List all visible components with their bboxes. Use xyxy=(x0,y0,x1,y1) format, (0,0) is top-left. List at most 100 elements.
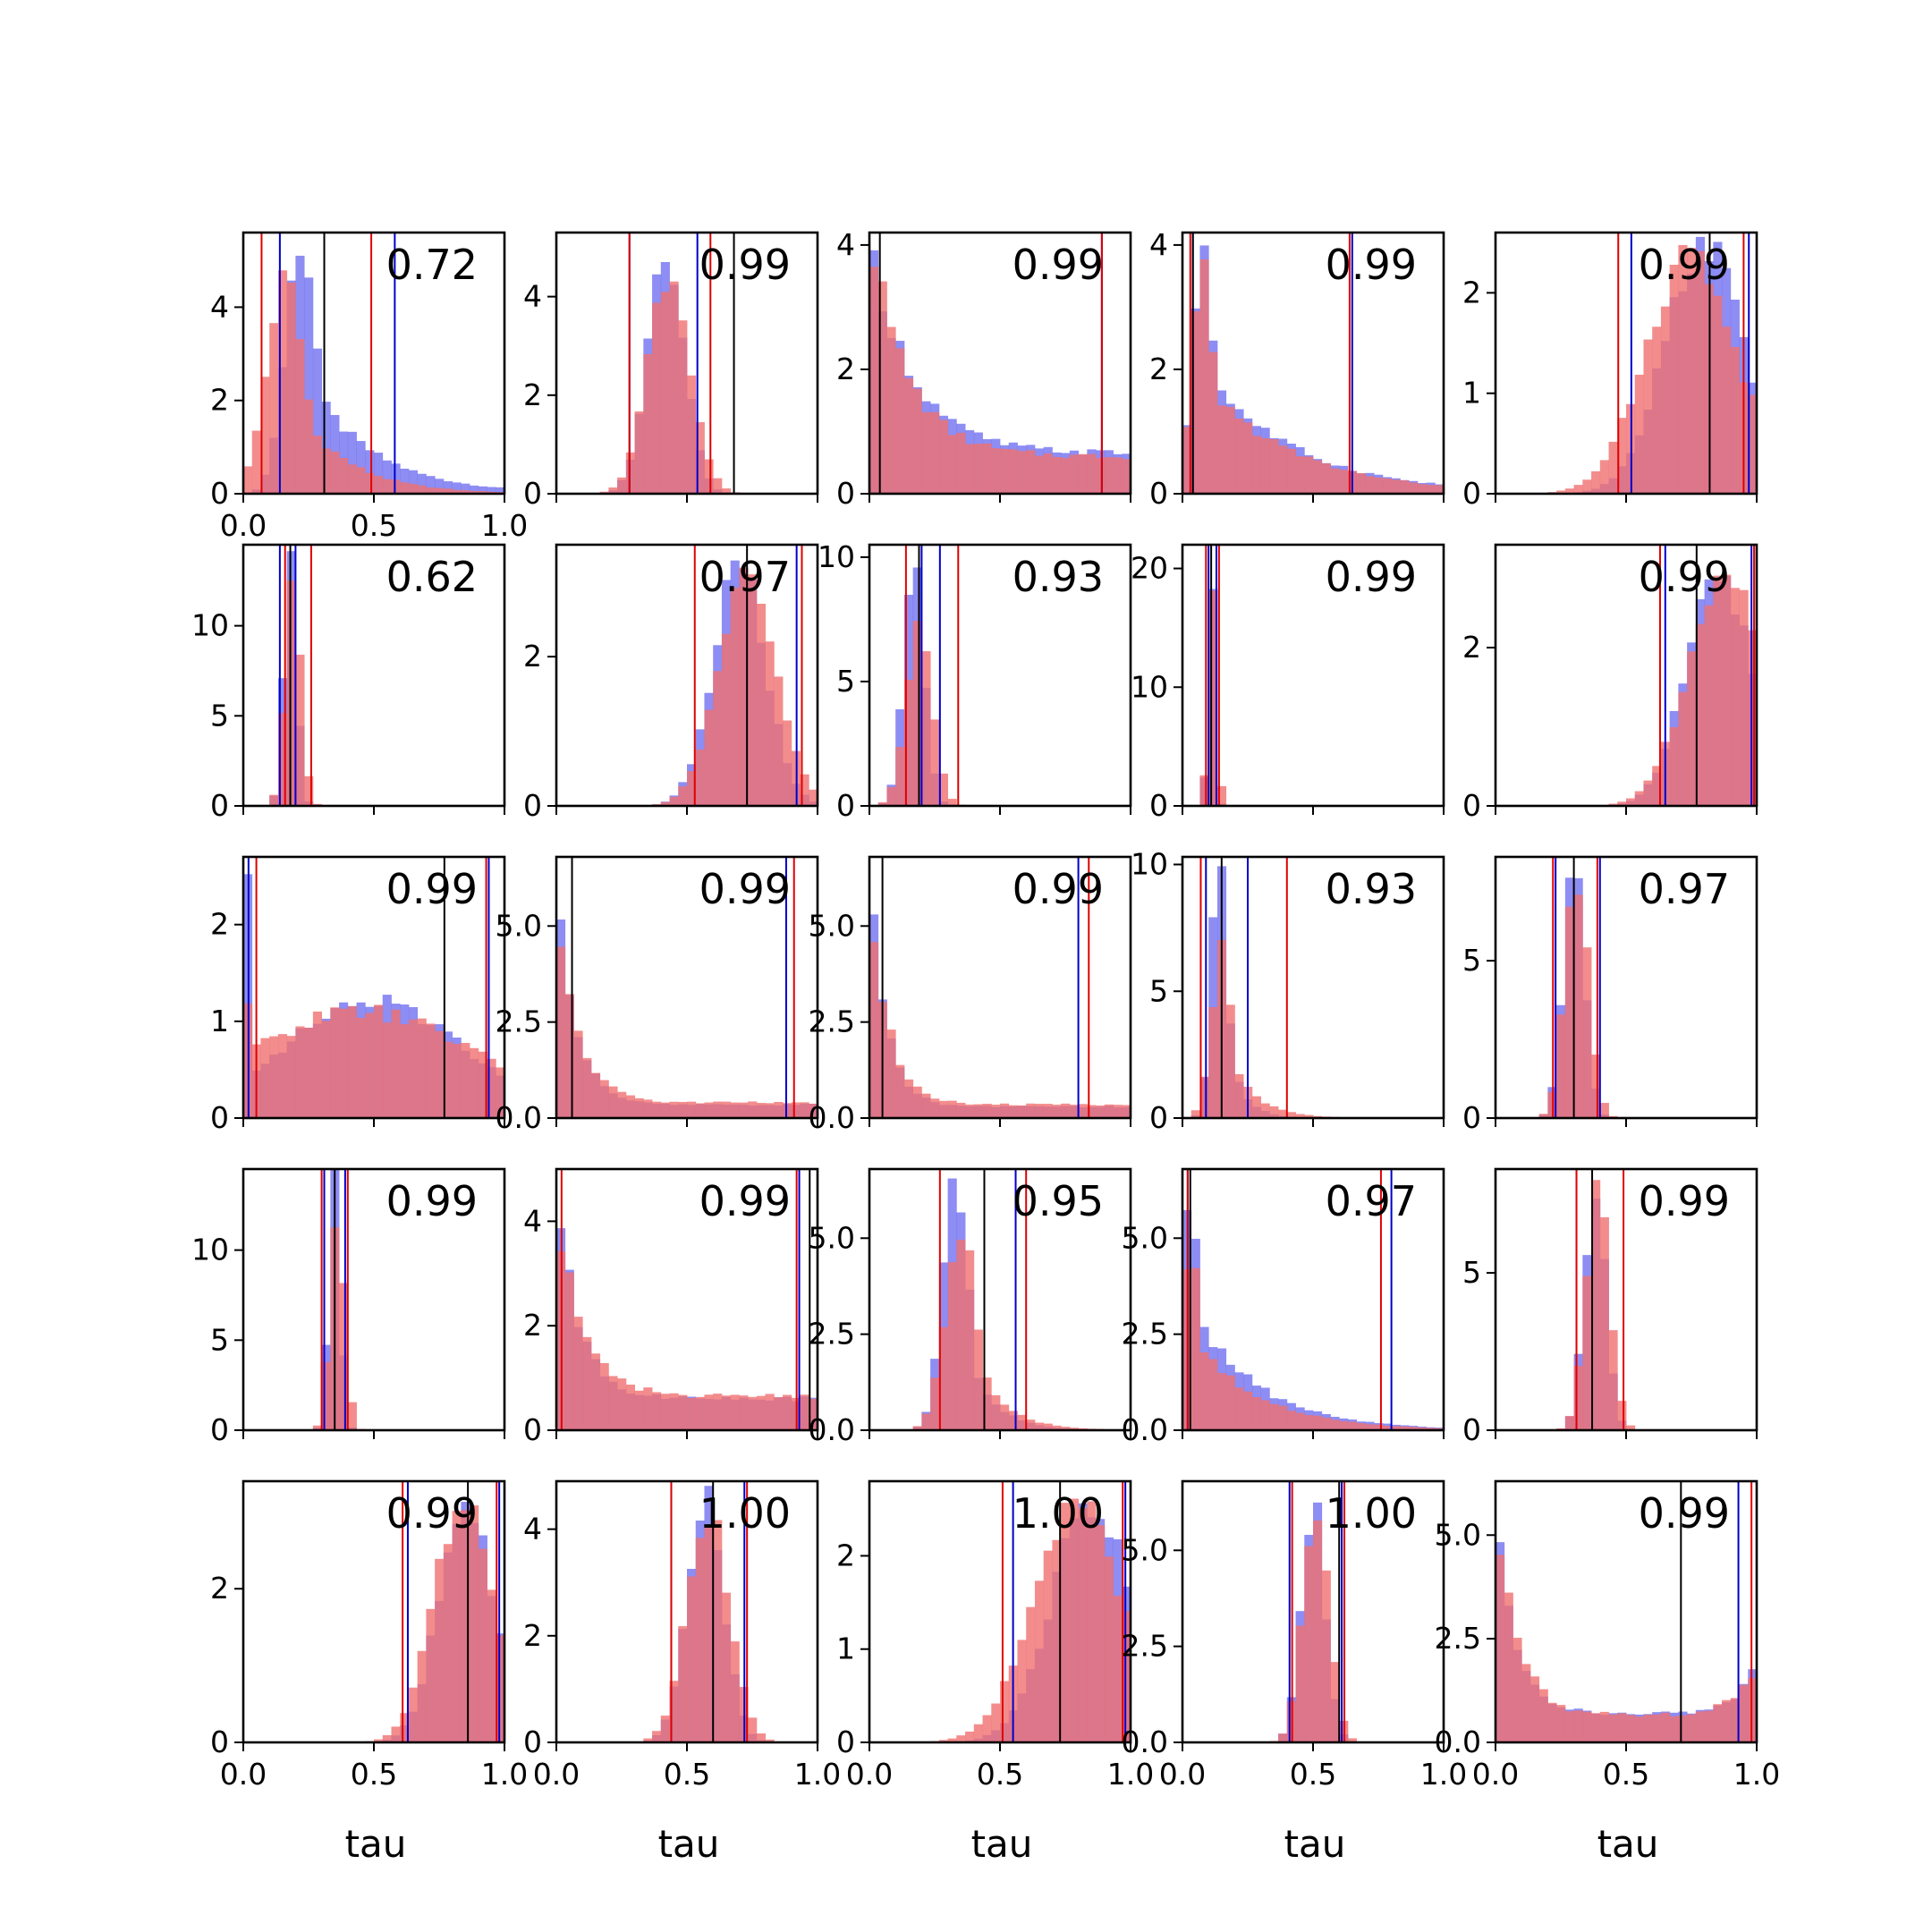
red-bar xyxy=(1400,1426,1410,1430)
red-bar xyxy=(1043,1423,1053,1430)
red-bar xyxy=(1078,1508,1088,1742)
red-bar xyxy=(1722,574,1732,806)
red-bar xyxy=(965,444,975,494)
red-bar xyxy=(1687,248,1697,494)
blue-bar xyxy=(443,481,453,494)
blue-bar xyxy=(452,482,462,494)
x-tick-label: 1.0 xyxy=(1107,1757,1154,1792)
red-bar xyxy=(721,488,732,494)
panel-r1-c4: 020.99 xyxy=(1462,543,1758,823)
x-axis-label: tau xyxy=(1597,1822,1659,1866)
red-bar xyxy=(1722,1699,1732,1742)
y-tick-label: 4 xyxy=(836,227,855,262)
red-bar xyxy=(1078,1104,1088,1118)
y-tick-label: 1 xyxy=(836,1631,855,1666)
red-bar xyxy=(312,1425,322,1430)
red-bar xyxy=(1564,1711,1574,1742)
panel-annotation: 0.99 xyxy=(1639,553,1730,601)
red-bar xyxy=(1739,1684,1749,1742)
red-bar xyxy=(1730,588,1740,806)
red-bar xyxy=(1260,1400,1270,1430)
plot-area xyxy=(243,233,504,494)
red-bar xyxy=(1391,479,1401,494)
red-bar xyxy=(564,1272,574,1430)
red-bar xyxy=(1034,455,1045,494)
red-bar xyxy=(1687,651,1697,806)
red-bar xyxy=(1617,418,1627,494)
red-bar xyxy=(1538,1114,1548,1118)
blue-bar xyxy=(321,402,331,494)
red-bar xyxy=(339,458,349,494)
red-bar xyxy=(713,671,723,806)
red-bar xyxy=(286,282,296,494)
red-bar xyxy=(938,419,948,494)
red-bar xyxy=(1104,1104,1114,1118)
panel-annotation: 0.97 xyxy=(1639,865,1730,913)
red-bar xyxy=(973,444,983,494)
panel-r0-c2: 0 2 4 0.99 xyxy=(836,227,1132,511)
red-bar xyxy=(973,1104,983,1118)
y-tick-label: 4 xyxy=(523,1203,542,1238)
x-tick-label: 0.5 xyxy=(1290,1757,1336,1792)
red-bar xyxy=(1504,1592,1513,1742)
red-bar xyxy=(487,1058,496,1118)
x-axis-label: tau xyxy=(658,1822,720,1866)
red-bar xyxy=(634,1097,644,1118)
y-tick-label: 2 xyxy=(836,352,855,386)
red-bar xyxy=(408,1019,419,1118)
red-bar xyxy=(1556,1014,1566,1118)
red-bar xyxy=(652,1392,662,1430)
plot-area xyxy=(930,1481,1131,1742)
red-bar xyxy=(400,1713,410,1742)
red-bar xyxy=(1087,1501,1097,1742)
red-bar xyxy=(400,1023,410,1118)
plot-area xyxy=(1496,1481,1757,1742)
red-bar xyxy=(1278,1109,1288,1118)
red-bar xyxy=(1556,490,1566,494)
red-bar xyxy=(1096,1525,1106,1742)
y-tick-label: 0 xyxy=(523,1724,542,1759)
red-bar xyxy=(756,1733,766,1742)
red-bar xyxy=(478,491,487,494)
plot-area xyxy=(1556,1169,1636,1430)
y-tick-label: 2.5 xyxy=(1435,1621,1481,1656)
y-tick-label: 0 xyxy=(836,1724,855,1759)
blue-bar xyxy=(461,483,470,494)
red-bar xyxy=(1234,1387,1244,1430)
red-bar xyxy=(443,1544,453,1742)
y-tick-label: 5 xyxy=(836,664,855,699)
red-bar xyxy=(478,1051,487,1118)
red-bar xyxy=(556,946,566,1118)
red-bar xyxy=(1582,947,1592,1118)
red-bar xyxy=(1660,306,1671,494)
red-bar xyxy=(461,490,470,494)
red-bar xyxy=(1043,453,1053,494)
y-tick-label: 0 xyxy=(1149,476,1168,511)
red-bar xyxy=(1582,479,1592,494)
panel-annotation: 1.00 xyxy=(1326,1489,1417,1538)
red-bar xyxy=(1026,1419,1036,1430)
red-bar xyxy=(1704,1710,1714,1742)
red-bar xyxy=(1339,470,1349,494)
red-bar xyxy=(1617,1713,1627,1742)
red-bar xyxy=(1243,422,1253,494)
red-bar xyxy=(1417,1427,1427,1430)
red-bar xyxy=(695,750,705,806)
red-bar xyxy=(295,654,305,806)
plot-area xyxy=(269,545,322,806)
red-bar xyxy=(374,1004,384,1118)
plot-area xyxy=(1182,1169,1444,1430)
panel-r4-c1: 0 2 4 0.0 0.5 1.0 1.00 tau xyxy=(523,1479,841,1866)
red-bar xyxy=(903,1079,914,1118)
red-bar xyxy=(1400,480,1410,494)
red-bar xyxy=(1591,1713,1601,1742)
red-bar xyxy=(1087,453,1097,494)
red-bar xyxy=(1078,453,1088,494)
y-tick-label: 0 xyxy=(1149,1100,1168,1135)
red-bar xyxy=(930,1377,940,1430)
plot-area xyxy=(365,1481,504,1742)
y-tick-label: 0 xyxy=(210,1724,229,1759)
red-bar xyxy=(634,1390,644,1430)
red-bar xyxy=(1017,451,1027,494)
y-tick-label: 5 xyxy=(210,1322,229,1357)
